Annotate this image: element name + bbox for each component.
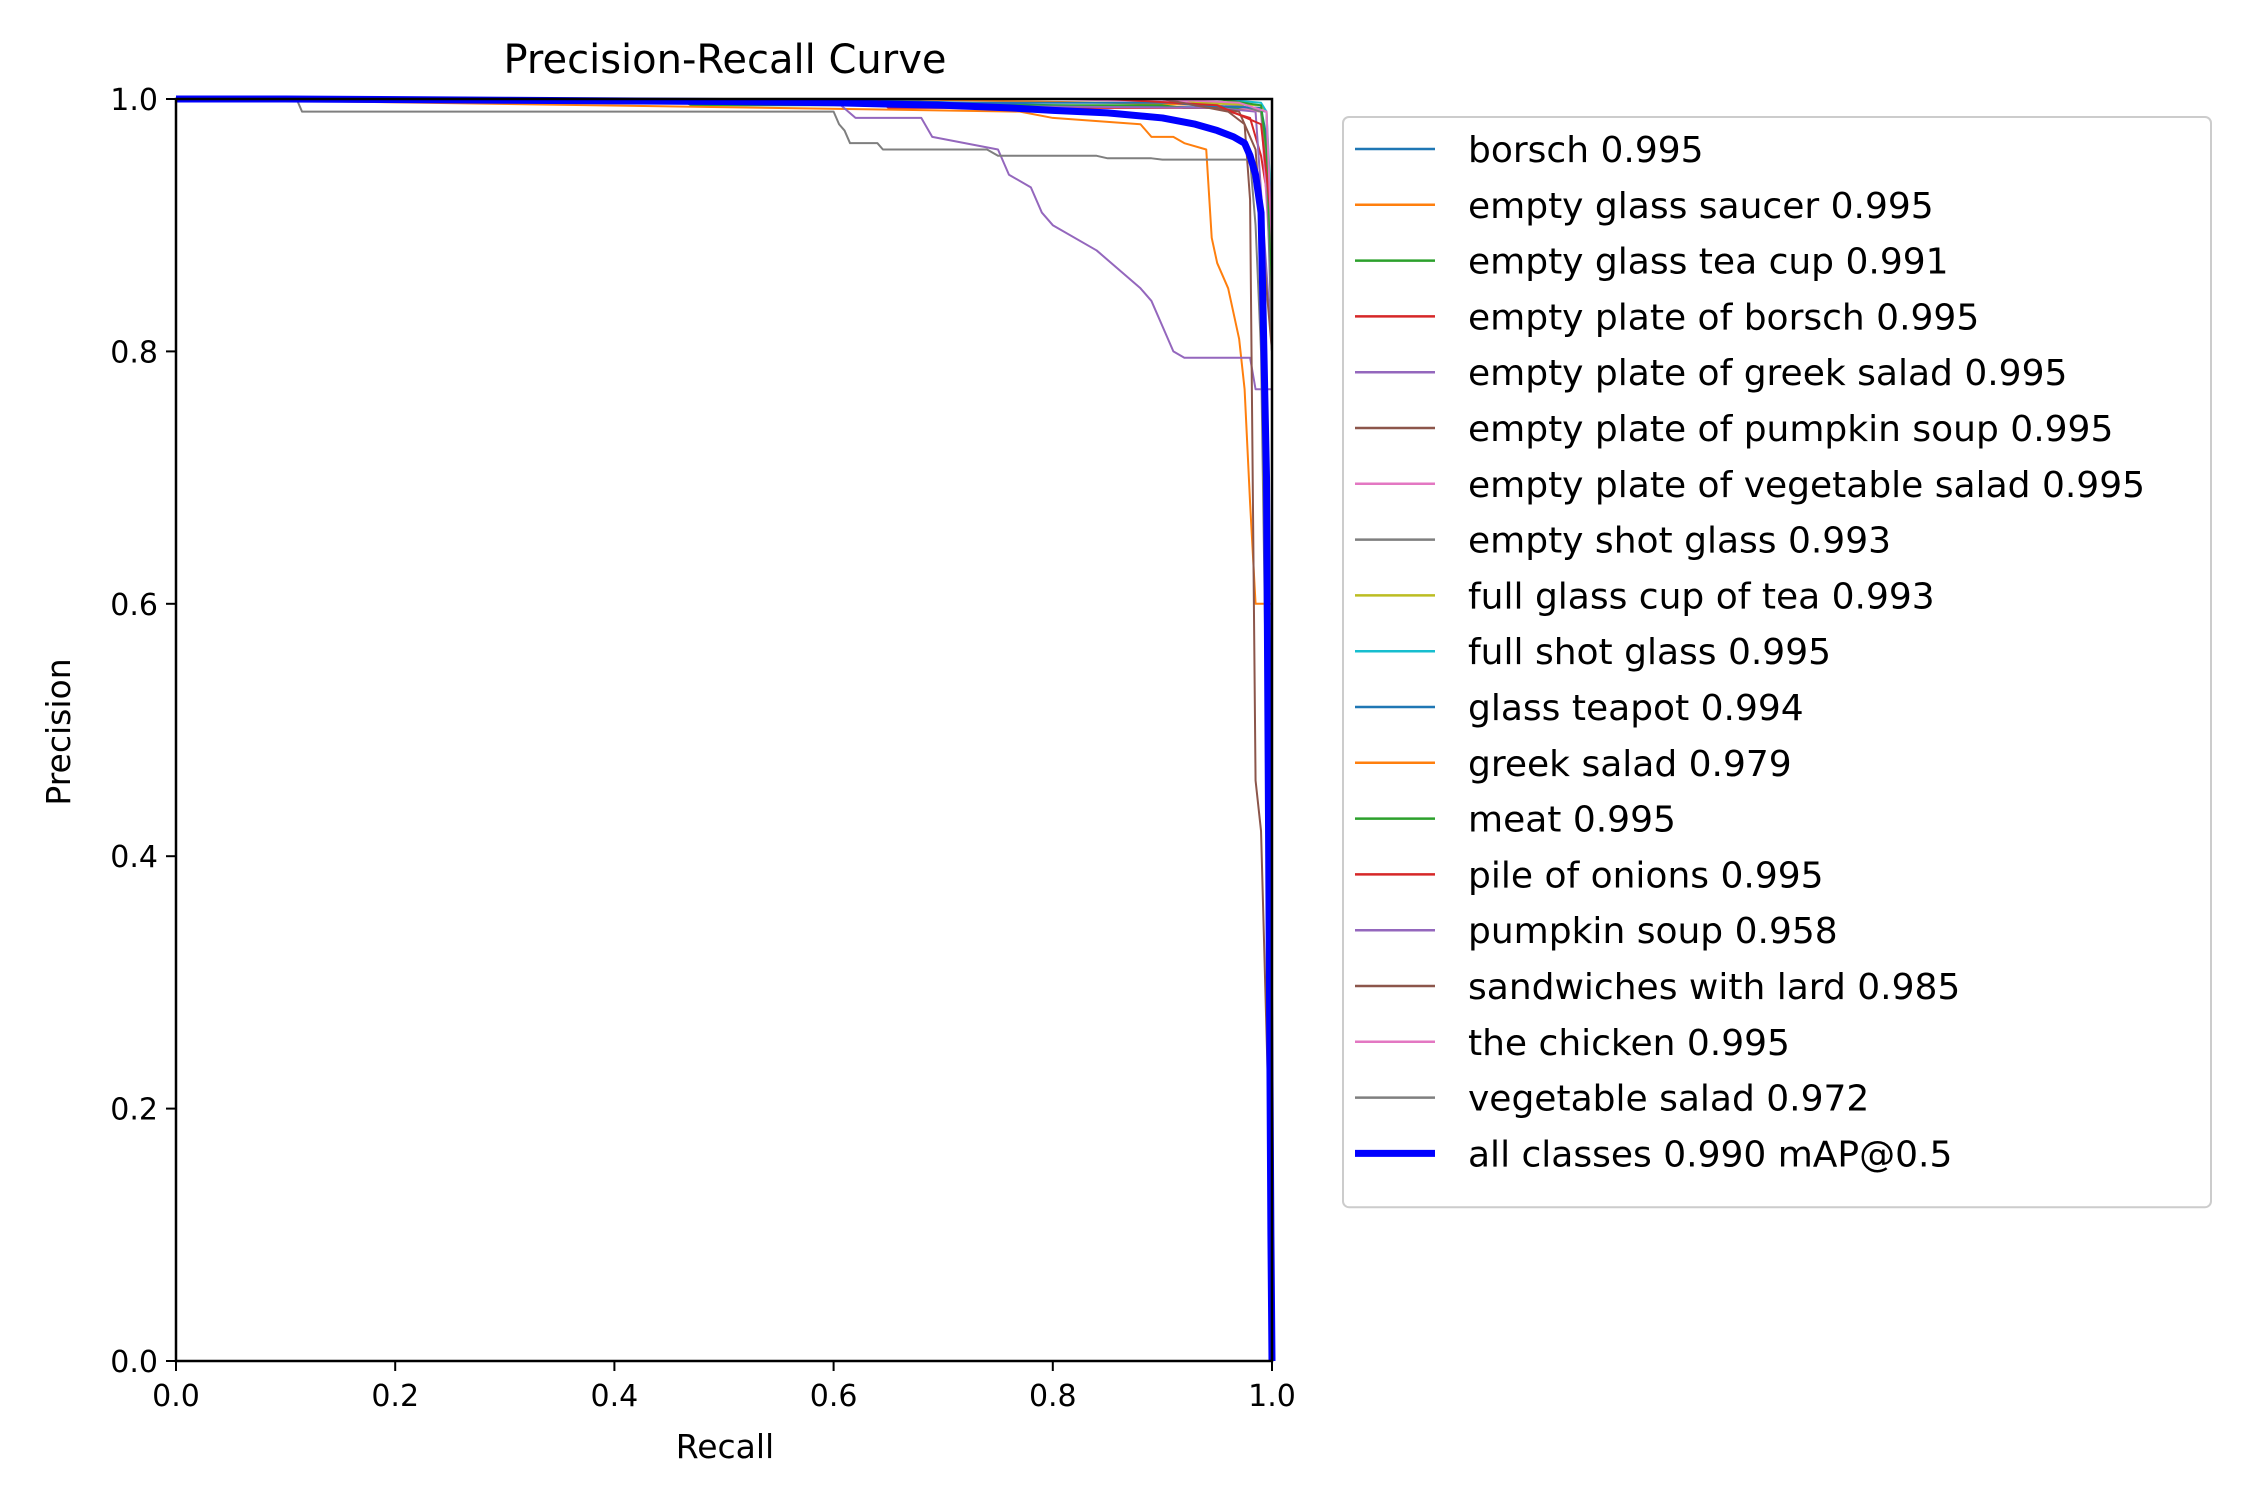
legend: borsch 0.995 empty glass saucer 0.995 empt… <box>1342 116 2212 1209</box>
legend-box <box>1342 116 2212 1209</box>
legend-label: full shot glass 0.995 <box>1468 632 1831 673</box>
series-line-6 <box>176 98 1273 1361</box>
legend-label: empty plate of pumpkin soup 0.995 <box>1468 409 2113 450</box>
series-line-15 <box>176 98 1273 1361</box>
legend-label: pile of onions 0.995 <box>1468 855 1824 896</box>
series-line-2 <box>176 98 1273 1361</box>
legend-label: pumpkin soup 0.958 <box>1468 911 1838 952</box>
legend-label: the chicken 0.995 <box>1468 1023 1790 1064</box>
series-line-14 <box>176 98 1273 1361</box>
y-tick-label: 1.0 <box>110 83 158 118</box>
legend-label: full glass cup of tea 0.993 <box>1468 576 1935 617</box>
series-line-12 <box>176 98 1273 1361</box>
y-tick-label: 0.2 <box>110 1093 158 1128</box>
y-tick-label: 0.4 <box>110 840 158 875</box>
x-tick-label: 0.2 <box>371 1379 419 1414</box>
legend-label: sandwiches with lard 0.985 <box>1468 967 1960 1008</box>
plot-frame <box>174 97 1274 1363</box>
x-tick-label: 1.0 <box>1248 1379 1296 1414</box>
legend-label: empty shot glass 0.993 <box>1468 521 1891 562</box>
legend-label: empty plate of greek salad 0.995 <box>1468 353 2067 394</box>
legend-label: empty glass saucer 0.995 <box>1468 186 1934 227</box>
x-tick-label: 0.4 <box>591 1379 639 1414</box>
legend-label: vegetable salad 0.972 <box>1468 1079 1869 1120</box>
series-line-11 <box>176 98 1273 1361</box>
plot-lines <box>176 95 1276 1362</box>
series-line-16 <box>176 98 1273 1361</box>
legend-label: empty plate of borsch 0.995 <box>1468 297 1979 338</box>
x-axis-label: Recall <box>676 1427 774 1466</box>
legend-label: empty glass tea cup 0.991 <box>1468 242 1949 283</box>
series-line-8 <box>176 98 1273 1361</box>
legend-label: all classes 0.990 mAP@0.5 <box>1468 1134 1952 1175</box>
series-line-13 <box>176 98 1273 1361</box>
legend-label: greek salad 0.979 <box>1468 744 1792 785</box>
series-line-18 <box>176 95 1276 1362</box>
series-line-0 <box>176 98 1273 1361</box>
series-line-9 <box>176 98 1273 1361</box>
axes: 0.0 0.2 0.4 0.6 0.8 1.0 0.0 0.2 0.4 0.6 0.8 1.0 <box>110 83 1296 1414</box>
y-tick-label: 0.0 <box>110 1345 158 1380</box>
y-tick-label: 0.6 <box>110 588 158 623</box>
legend-label: meat 0.995 <box>1468 800 1676 841</box>
series-line-17 <box>176 98 1273 1361</box>
x-tick-label: 0.0 <box>152 1379 200 1414</box>
series-line-4 <box>176 98 1273 1361</box>
y-tick-label: 0.8 <box>110 335 158 370</box>
legend-label: glass teapot 0.994 <box>1468 688 1804 729</box>
series-line-7 <box>176 98 1273 1361</box>
series-line-5 <box>176 98 1273 1361</box>
y-axis-label: Precision <box>39 658 78 805</box>
chart-title: Precision-Recall Curve <box>504 37 947 83</box>
legend-label: borsch 0.995 <box>1468 130 1704 171</box>
series-line-10 <box>176 98 1273 1361</box>
series-line-1 <box>176 98 1273 1361</box>
series-line-3 <box>176 98 1273 1361</box>
legend-label: empty plate of vegetable salad 0.995 <box>1468 465 2145 506</box>
x-tick-label: 0.6 <box>810 1379 858 1414</box>
x-tick-label: 0.8 <box>1029 1379 1077 1414</box>
